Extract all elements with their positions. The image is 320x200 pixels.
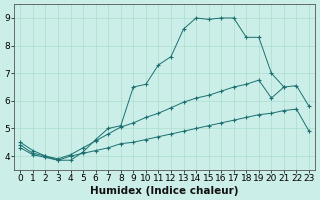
X-axis label: Humidex (Indice chaleur): Humidex (Indice chaleur) bbox=[91, 186, 239, 196]
